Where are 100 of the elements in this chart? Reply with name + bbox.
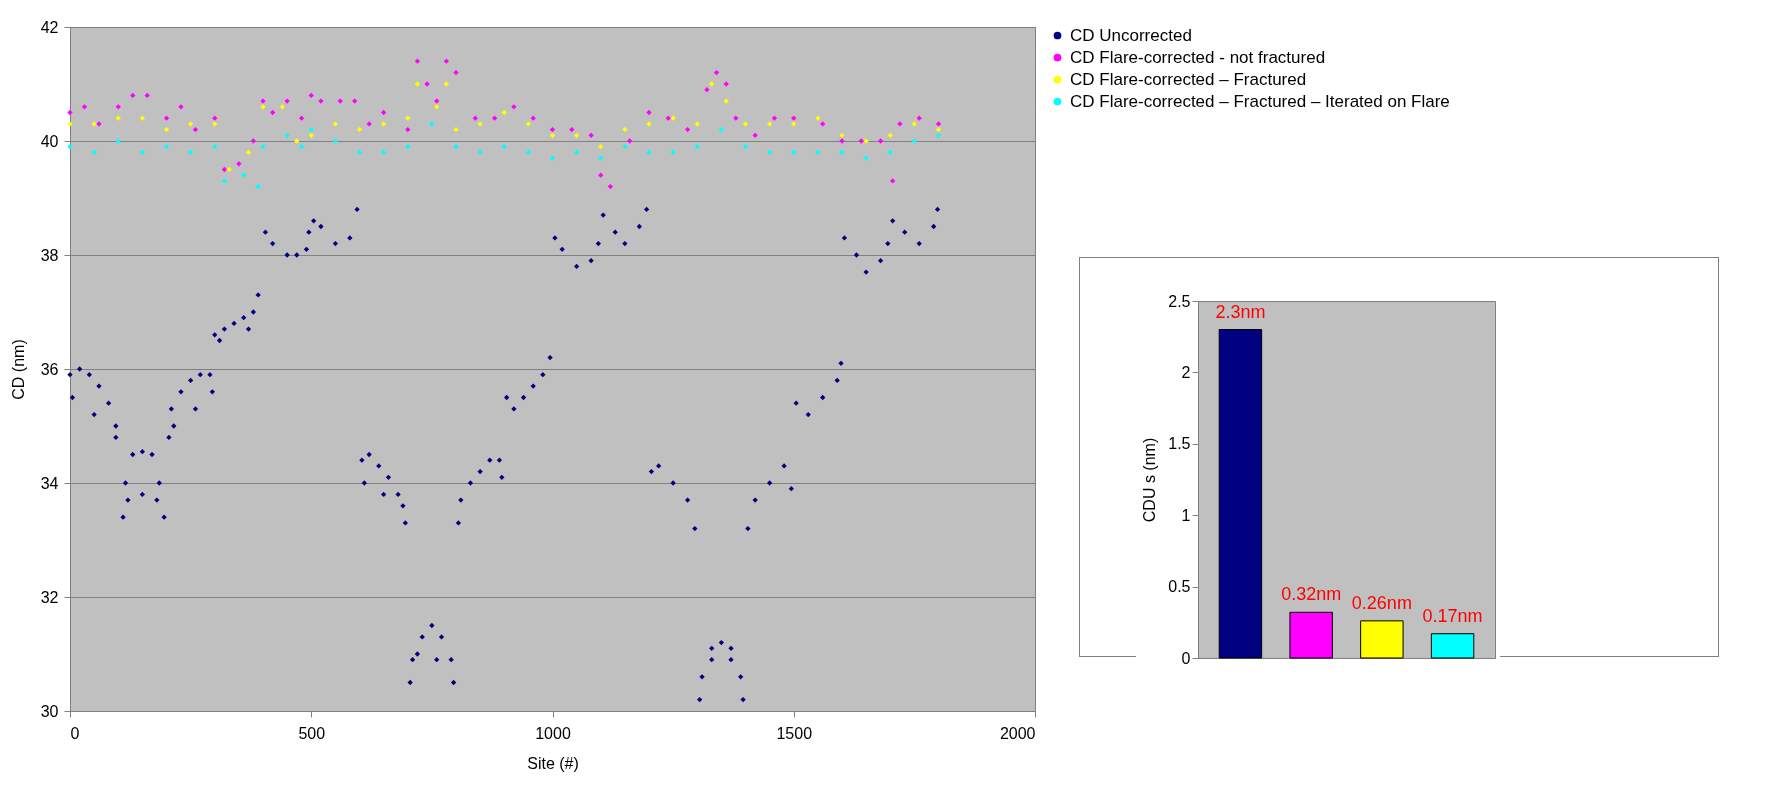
point [221, 166, 228, 173]
point [163, 144, 170, 150]
point [588, 132, 594, 138]
point [935, 126, 942, 133]
point [771, 115, 778, 121]
point [549, 126, 556, 133]
point [279, 104, 285, 110]
point [453, 126, 459, 133]
point [501, 109, 507, 116]
point [115, 104, 121, 110]
point [356, 126, 363, 133]
x-tick-label: 500 [298, 724, 326, 742]
point [525, 121, 532, 127]
point [308, 126, 314, 133]
point [569, 126, 575, 133]
y-tick-label: 40 [40, 132, 59, 150]
point [332, 138, 339, 144]
point [241, 172, 247, 178]
point [887, 149, 893, 156]
point [91, 149, 97, 156]
point [684, 126, 691, 133]
point [212, 115, 218, 121]
point [163, 126, 170, 133]
point [742, 144, 749, 150]
point [622, 126, 628, 133]
point [815, 149, 821, 156]
point [414, 58, 421, 64]
y-tick-label: 1 [1181, 506, 1191, 524]
point [935, 121, 942, 127]
point [434, 98, 440, 104]
point [405, 115, 411, 121]
point [598, 144, 604, 150]
point [733, 115, 739, 121]
point [935, 132, 942, 138]
point [890, 178, 896, 184]
point [791, 121, 797, 127]
bar [1360, 620, 1404, 659]
point [766, 121, 773, 127]
point [67, 109, 73, 116]
y-tick-label: 38 [40, 246, 59, 264]
point [270, 109, 276, 116]
point [221, 178, 228, 184]
point [877, 138, 884, 144]
point [670, 149, 676, 156]
point [911, 138, 918, 144]
point [791, 115, 797, 121]
point [530, 115, 536, 121]
point [81, 104, 88, 110]
point [443, 58, 449, 64]
point [308, 132, 314, 138]
point [453, 69, 459, 76]
point [549, 132, 556, 138]
x-tick-label: 0 [70, 724, 80, 742]
point [298, 115, 305, 121]
point [694, 121, 700, 127]
point [352, 98, 358, 104]
point [187, 121, 194, 127]
point [665, 115, 671, 121]
y-axis-title: CD (nm) [9, 339, 27, 400]
y-tick-label: 0 [1181, 649, 1191, 667]
point [646, 149, 652, 156]
point [115, 115, 121, 121]
point [752, 132, 758, 138]
point [472, 115, 478, 121]
legend-label: CD Uncorrected [1070, 25, 1192, 45]
y-tick-label: 32 [40, 588, 59, 606]
bar [1218, 329, 1263, 659]
point [916, 115, 922, 121]
point [308, 92, 314, 99]
point [434, 104, 440, 110]
point [139, 149, 146, 156]
point [791, 149, 797, 156]
y-axis-title: CDU s (nm) [1141, 437, 1159, 523]
y-tick-label: 2.5 [1168, 292, 1191, 310]
y-tick-label: 2 [1181, 363, 1191, 381]
point [477, 149, 483, 156]
point [718, 126, 725, 133]
point [742, 121, 749, 127]
point [144, 92, 150, 99]
x-tick-label: 2000 [999, 724, 1036, 742]
point [380, 109, 387, 116]
point [491, 115, 498, 121]
y-tick-label: 42 [40, 18, 59, 36]
point [356, 149, 363, 156]
point [694, 144, 700, 150]
point [839, 149, 845, 156]
bar [1289, 611, 1333, 659]
point [245, 149, 252, 156]
legend-label: CD Flare-corrected – Fractured – Iterated on Flare [1070, 91, 1450, 111]
legend-label: CD Flare-corrected – Fractured [1070, 69, 1307, 89]
legend-label: CD Flare-corrected - not fractured [1070, 47, 1326, 67]
point [405, 144, 411, 150]
y-tick-label: 1.5 [1168, 435, 1191, 453]
point [573, 132, 580, 138]
x-tick-label: 1000 [535, 724, 571, 742]
point [163, 115, 170, 121]
data-label: 0.26nm [1351, 592, 1412, 613]
x-axis-title: Site (#) [527, 754, 579, 772]
point [130, 92, 136, 99]
x-tick-label: 1500 [776, 724, 813, 742]
